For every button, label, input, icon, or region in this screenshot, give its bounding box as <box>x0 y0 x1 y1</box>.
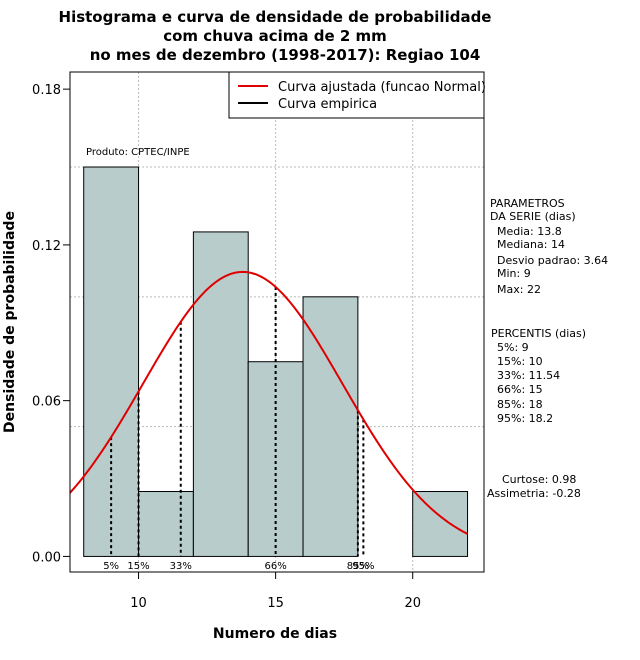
legend-label-empirical: Curva empirica <box>278 97 377 112</box>
histogram-bar-6 <box>412 491 469 557</box>
x-tick-label-1: 15 <box>267 596 284 611</box>
x-axis: 10 15 20 <box>130 572 421 611</box>
histogram-bar-4 <box>302 296 359 557</box>
percentile-lines <box>110 286 365 557</box>
y-tick-label-0: 0.00 <box>32 550 61 565</box>
percentile-label-4: 85% <box>347 561 369 572</box>
side-panel: PARAMETROS DA SERIE (dias) Media: 13.8 M… <box>487 197 608 500</box>
histogram-bar-3 <box>247 361 304 557</box>
param-min: Min: 9 <box>497 267 531 280</box>
chart-title-line-2: com chuva acima de 2 mm <box>163 27 387 45</box>
percentil-66: 66%: 15 <box>497 383 543 396</box>
percentile-label-2: 33% <box>170 561 192 572</box>
histogram-bar-1 <box>138 491 194 557</box>
legend-label-normal: Curva ajustada (funcao Normal) <box>278 80 486 95</box>
percentis-title: PERCENTIS (dias) <box>491 327 586 340</box>
param-sd: Desvio padrao: 3.64 <box>497 254 608 267</box>
percentile-label-3: 66% <box>265 561 287 572</box>
percentile-label-1: 15% <box>127 561 149 572</box>
param-median: Mediana: 14 <box>497 238 565 251</box>
legend-box <box>228 71 485 119</box>
param-mean: Media: 13.8 <box>497 225 562 238</box>
stat-skewness: Assimetria: -0.28 <box>487 487 581 500</box>
y-axis: 0.00 0.06 0.12 0.18 <box>32 83 70 565</box>
stat-kurtosis: Curtose: 0.98 <box>502 473 576 486</box>
percentil-85: 85%: 18 <box>497 398 543 411</box>
y-tick-label-3: 0.18 <box>32 83 61 98</box>
legend: Curva ajustada (funcao Normal) Curva emp… <box>228 71 486 119</box>
x-axis-title: Numero de dias <box>213 626 337 642</box>
percentil-95: 95%: 18.2 <box>497 412 553 425</box>
histogram-bars <box>83 166 469 557</box>
params-title-2: DA SERIE (dias) <box>490 210 576 223</box>
percentile-label-5: 95% <box>352 561 374 572</box>
percentil-5: 5%: 9 <box>497 341 529 354</box>
percentil-33: 33%: 11.54 <box>497 369 560 382</box>
percentile-labels: 5% 15% 33% 66% 85%95% <box>103 561 374 572</box>
product-annotation: Produto: CPTEC/INPE <box>86 147 190 158</box>
y-tick-label-1: 0.06 <box>32 395 61 410</box>
y-tick-label-2: 0.12 <box>32 239 61 254</box>
histogram-bar-2 <box>192 231 249 557</box>
percentile-label-0: 5% <box>103 561 119 572</box>
params-title-1: PARAMETROS <box>490 197 565 210</box>
chart-title-line-3: no mes de dezembro (1998-2017): Regiao 1… <box>90 46 481 64</box>
y-axis-title: Densidade de probabilidade <box>2 211 18 433</box>
normal-curve <box>69 270 469 535</box>
x-tick-label-2: 20 <box>404 596 421 611</box>
chart-title-line-1: Histograma e curva de densidade de proba… <box>59 8 492 26</box>
percentil-15: 15%: 10 <box>497 355 543 368</box>
x-tick-label-0: 10 <box>130 596 147 611</box>
param-max: Max: 22 <box>497 283 541 296</box>
